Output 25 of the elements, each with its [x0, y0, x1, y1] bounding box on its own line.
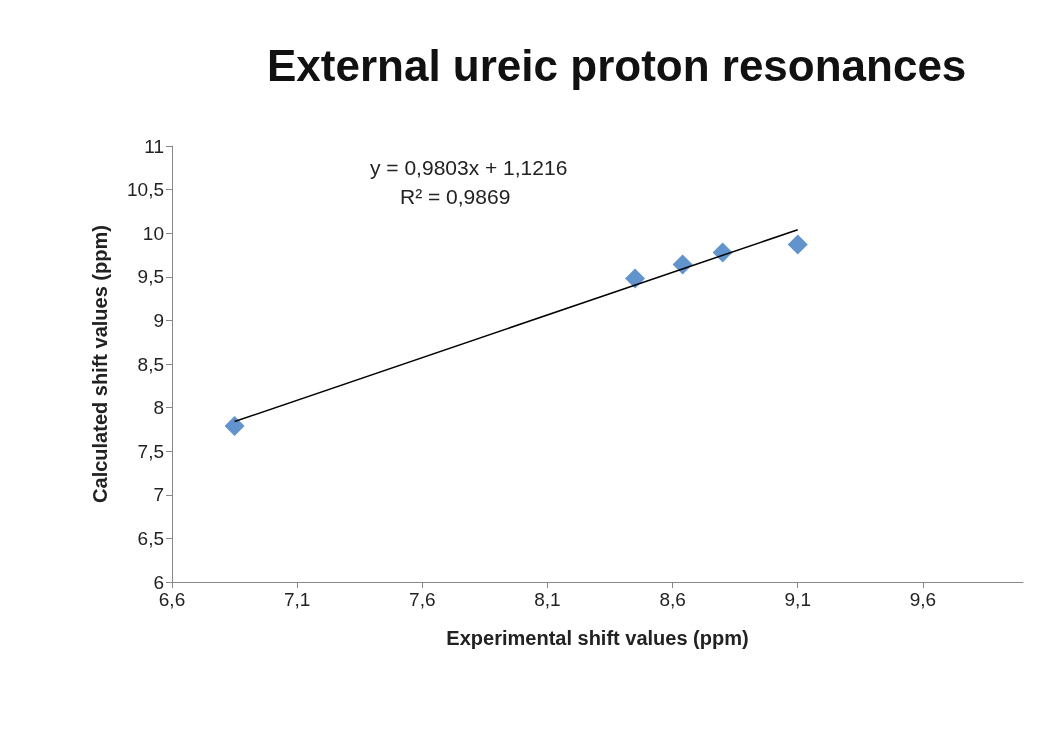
y-tick-label: 9	[153, 309, 164, 331]
x-tick-label: 8,1	[534, 589, 561, 610]
y-tick-label: 10	[142, 222, 164, 244]
chart-title: External ureic proton resonances	[267, 40, 967, 90]
x-tick-label: 9,6	[909, 589, 937, 610]
y-tick-label: 11	[144, 135, 164, 157]
x-tick-label: 8,6	[659, 589, 686, 610]
x-tick-label: 7,6	[409, 589, 436, 610]
point	[712, 242, 733, 263]
y-axis-title: Calculated shift values (ppm)	[89, 225, 111, 503]
y-tick-label: 7,5	[137, 440, 164, 462]
point	[787, 234, 808, 255]
point	[625, 268, 646, 289]
x-tick-label: 9,1	[784, 589, 811, 610]
annotation: R² = 0,9869	[400, 185, 511, 208]
y-tick-label: 10,5	[127, 179, 164, 201]
x-tick-label: 7,1	[283, 589, 311, 610]
annotation: y = 0,9803x + 1,1216	[370, 156, 568, 179]
y-tick-label: 8,5	[137, 353, 164, 375]
y-tick-label: 6,5	[137, 527, 164, 549]
x-axis-title: Experimental shift values (ppm)	[446, 627, 749, 649]
point	[224, 415, 245, 436]
y-tick-label: 9,5	[137, 266, 164, 288]
y-tick-label: 8	[153, 397, 164, 419]
y-tick-label: 7	[153, 484, 164, 506]
